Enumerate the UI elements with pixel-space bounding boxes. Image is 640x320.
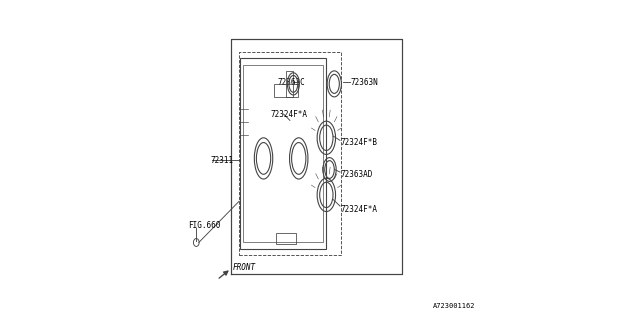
Text: A723001162: A723001162 xyxy=(433,303,476,309)
Text: 72324F*B: 72324F*B xyxy=(340,138,378,147)
Text: 72324F*A: 72324F*A xyxy=(271,109,308,118)
Text: 72363AD: 72363AD xyxy=(340,170,373,179)
Text: 72363C: 72363C xyxy=(277,78,305,87)
Text: FRONT: FRONT xyxy=(233,263,256,272)
Bar xyxy=(274,84,298,97)
Text: FIG.660: FIG.660 xyxy=(188,220,221,229)
Text: 72363N: 72363N xyxy=(350,78,378,87)
Text: 72311: 72311 xyxy=(211,156,234,164)
Bar xyxy=(276,233,296,244)
Bar xyxy=(240,59,326,249)
Text: 72324F*A: 72324F*A xyxy=(340,205,378,214)
Bar xyxy=(286,71,292,97)
Bar xyxy=(243,65,323,243)
